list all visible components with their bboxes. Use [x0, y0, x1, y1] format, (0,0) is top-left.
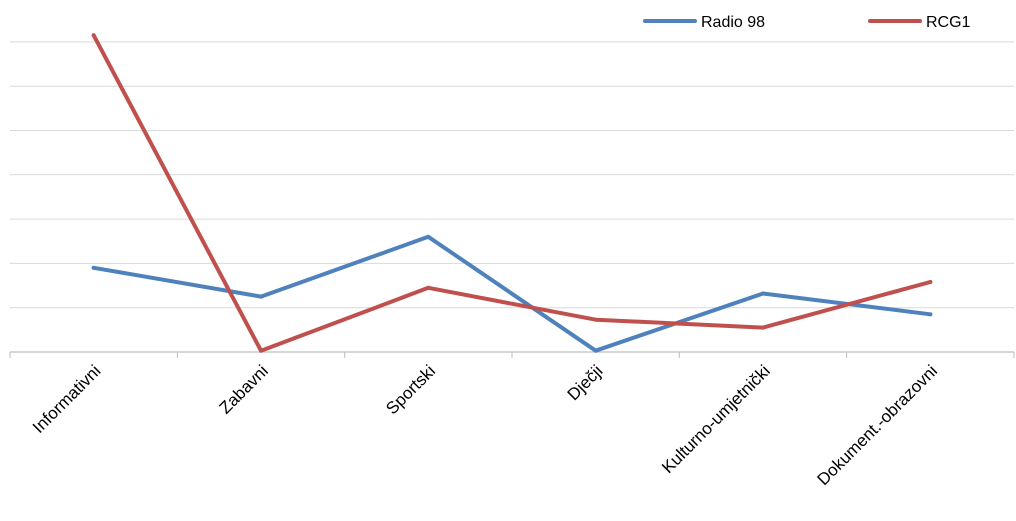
x-tick-label: Zabavni [216, 361, 272, 417]
data-point-rcg1 [91, 33, 96, 38]
data-point-rcg1 [761, 325, 765, 330]
x-tick-label: Sportski [382, 361, 439, 418]
data-point-rcg1 [259, 348, 263, 353]
series-line-rcg1 [91, 33, 933, 353]
x-tick-label: Dokument.-obrazovni [813, 361, 941, 489]
x-tick-label: Dječji [564, 361, 607, 404]
data-point-radio-98 [426, 234, 431, 239]
gridlines [10, 41, 1014, 309]
legend-label: RCG1 [926, 14, 971, 31]
x-axis [9, 351, 1015, 358]
data-point-rcg1 [426, 285, 431, 290]
data-point-radio-98 [259, 294, 263, 299]
data-point-rcg1 [593, 317, 598, 322]
x-tick-label: Informativni [29, 361, 105, 437]
legend-label: Radio 98 [701, 14, 765, 31]
legend: Radio 98 RCG1 [643, 14, 971, 31]
data-point-radio-98 [593, 348, 598, 353]
data-point-radio-98 [761, 291, 765, 296]
series-lines [91, 33, 933, 353]
series-line-radio-98 [91, 234, 933, 353]
data-point-rcg1 [928, 280, 933, 285]
x-tick-labels: Informativni Zabavni Sportski Dječji Kulturn… [29, 361, 941, 489]
data-point-radio-98 [928, 312, 933, 317]
data-point-radio-98 [91, 265, 96, 270]
x-tick-label: Kulturno-umjetnički [658, 361, 774, 477]
